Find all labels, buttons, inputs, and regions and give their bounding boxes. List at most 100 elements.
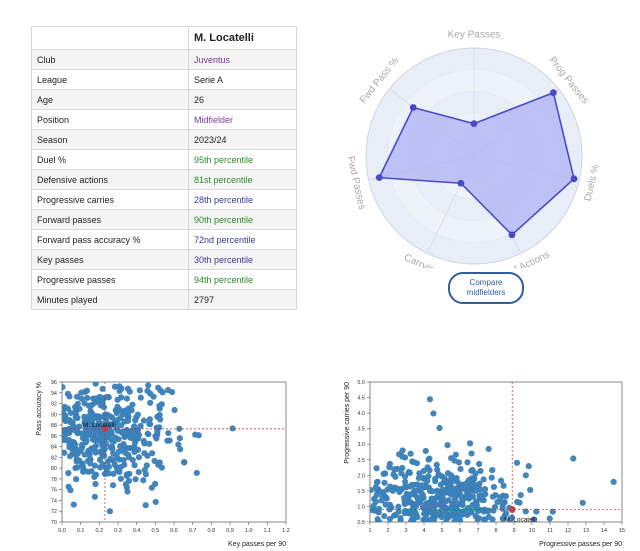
scatter-point [63,415,70,422]
scatter-point [513,459,521,466]
scatter-point [465,495,472,502]
scatter-point [100,404,108,411]
scatter-point [165,429,172,437]
scatter-point [416,470,423,477]
x-tick-label: 1.1 [264,528,272,534]
scatter-point [146,420,153,427]
table-row: Season 2023/24 [31,129,297,150]
x-tick-label: 0.3 [114,528,122,534]
scatter-point [152,498,159,506]
scatter-point [67,487,74,494]
scatter-point [476,460,483,468]
scatter-point [426,487,434,495]
scatter-point [401,473,409,480]
scatter-point [192,431,199,438]
x-tick-label: 8 [494,528,497,534]
y-tick-label: 3.5 [357,427,365,433]
scatter-point [84,394,91,402]
scatter-point [154,428,161,435]
scatter-point [91,493,98,500]
scatter-point [409,458,416,465]
scatter-point [155,384,162,391]
scatter-point [133,428,141,435]
scatter-point [427,505,434,512]
scatter-point [87,407,94,414]
table-row: Key passes 30th percentile [31,249,297,270]
scatter-point [123,395,131,402]
scatter-point [490,507,497,514]
x-tick-label: 0.2 [96,528,104,534]
scatter-point [418,495,425,503]
scatter-point [432,478,439,485]
scatter-point [444,514,451,522]
scatter-point [146,416,153,423]
x-tick-label: 0.5 [152,528,160,534]
scatter-point [140,437,148,445]
scatter-point [62,403,68,410]
radar-point [409,104,417,111]
scatter-point [65,470,72,477]
table-row: Position Midfielder [31,109,297,130]
scatter-point [181,459,188,466]
scatter-point [73,476,80,483]
scatter-point [107,455,114,463]
scatter-point [110,470,117,477]
scatter-point [453,504,460,511]
scatter-point [171,406,178,414]
x-tick-label: 10 [529,528,535,534]
scatter-point [85,468,92,475]
scatter-point [426,396,434,403]
scatter-point [78,461,86,468]
scatter-point [428,495,436,502]
scatter-point [378,497,385,504]
y-tick-label: 72 [51,509,57,515]
x-tick-label: 2 [386,528,389,534]
scatter-point [114,427,121,434]
scatter-point [156,402,163,410]
highlight-point [508,506,516,513]
scatter-point [430,516,437,522]
y-tick-label: 94 [51,391,57,397]
compare-midfielders-button[interactable]: Compare midfielders [448,272,524,304]
scatter-point [419,474,427,481]
table-row: Forward pass accuracy % 72nd percentile [31,229,297,250]
stat-label: Defensive actions [31,169,189,190]
scatter-point [485,513,492,521]
radar-point [375,174,383,182]
scatter-point [380,470,387,477]
scatter-point [516,499,523,506]
stat-label: League [31,69,189,90]
scatter-point [507,516,514,522]
scatter-point [472,487,479,495]
scatter-point [72,441,79,448]
scatter-point [399,464,406,472]
scatter-point [111,461,118,468]
scatter-point [484,508,492,515]
scatter-point [121,418,128,425]
stat-value: Juventus [188,49,297,70]
empty-header-cell [31,26,189,50]
scatter-point [83,387,91,394]
scatter-point [464,459,471,466]
scatter-point [134,446,142,453]
scatter-points [62,382,236,515]
scatter-point [425,473,432,480]
scatter-point [117,475,124,482]
scatter-point [502,510,510,517]
scatter-point [147,399,154,406]
scatter-point [497,477,505,484]
scatter-point [502,493,510,500]
scatter-point [85,428,92,435]
y-tick-label: 88 [51,423,57,429]
scatter-point [434,487,441,494]
scatter-point [386,464,393,471]
scatter-point [146,440,153,447]
scatter-point [62,409,66,416]
scatter-point [402,483,409,490]
scatter-point [124,385,132,392]
table-row: Forward passes 90th percentile [31,209,297,230]
stat-label: Minutes played [31,289,189,310]
scatter-point [110,438,117,445]
scatter-point [456,516,464,522]
scatter-point [422,482,429,489]
